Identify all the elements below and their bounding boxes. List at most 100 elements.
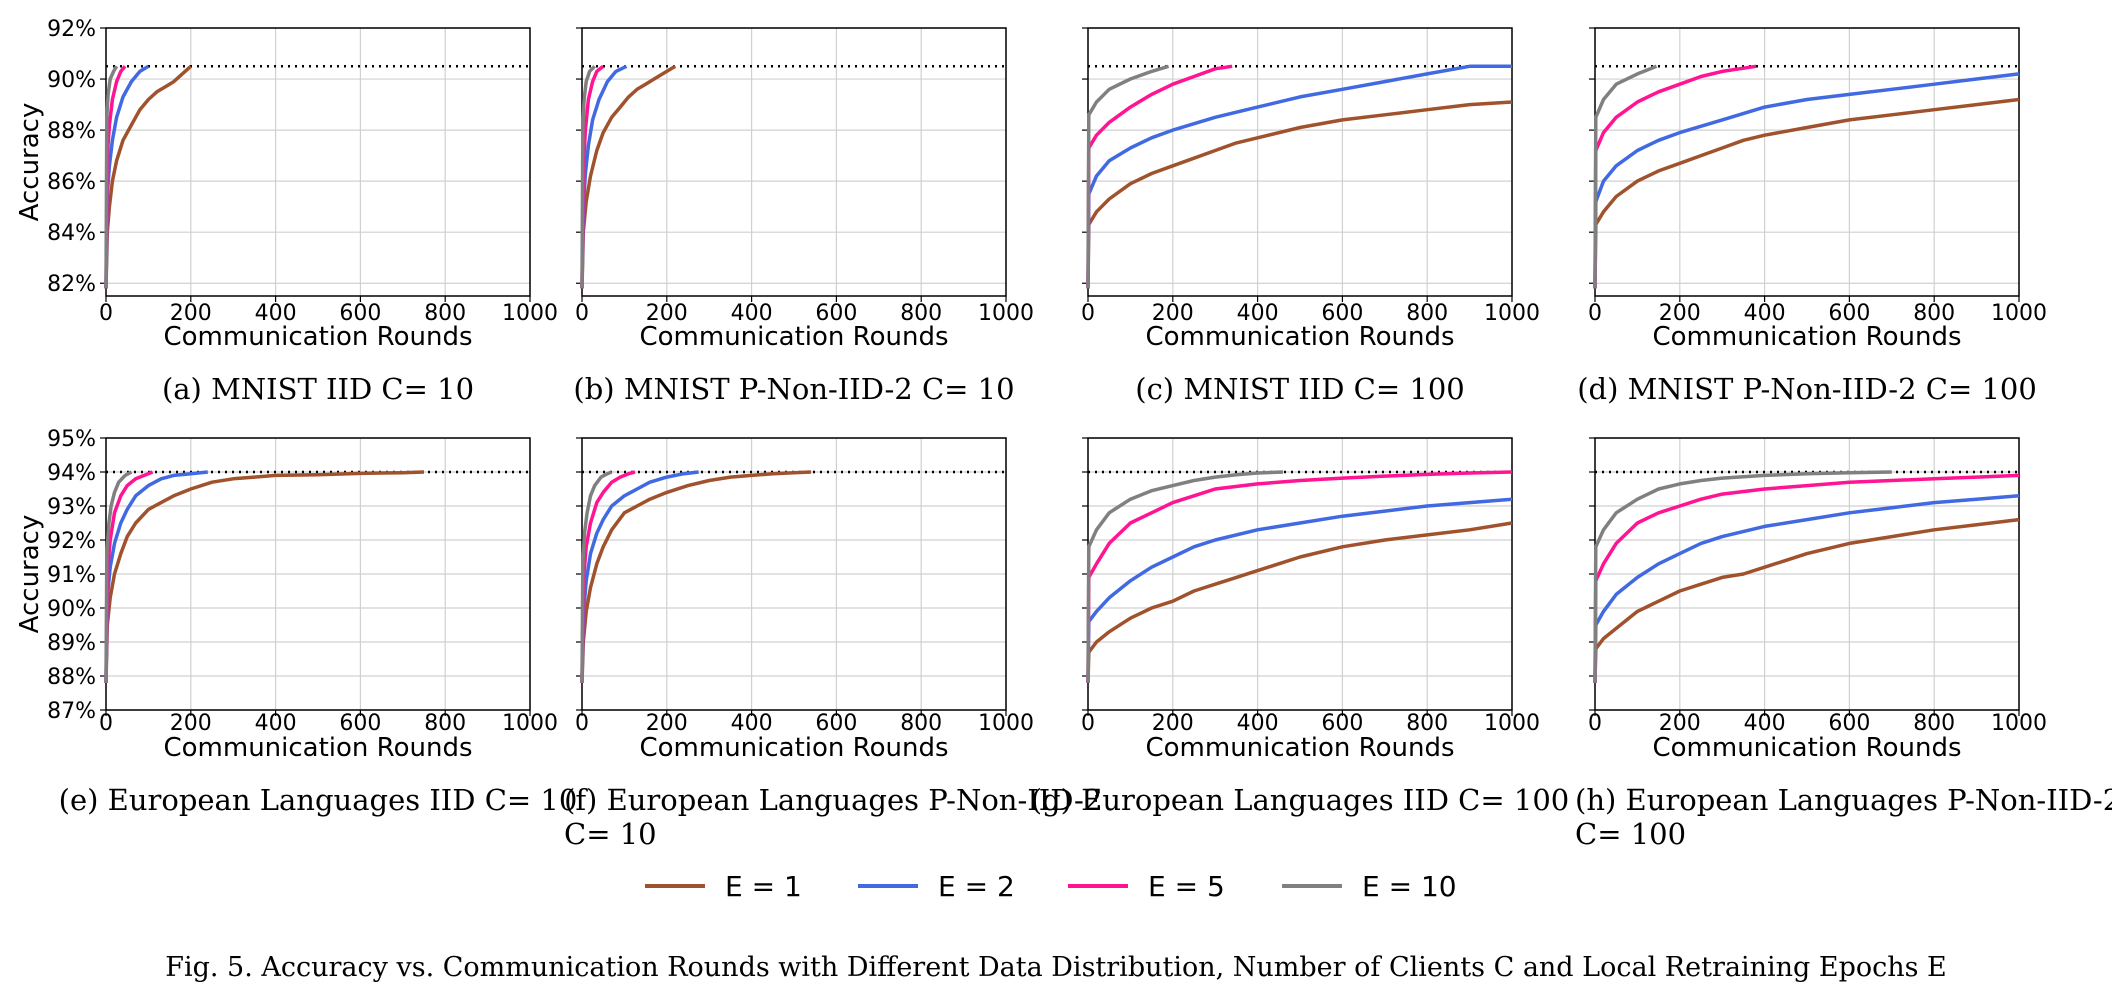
series-line-e1 [580,470,812,683]
x-tick-label: 600 [1321,301,1363,326]
series-line-e5 [580,470,636,683]
series-line-e10 [580,65,596,289]
series-line-e1 [1086,100,1513,289]
subplot-h: 0 200 400 600 800 1000 Communication Rounds (h)… [1575,437,2112,851]
x-tick-label: 0 [99,301,113,326]
subplot-c: 0 200 400 600 800 1000 Communication Rounds (c)… [1081,27,1540,406]
subplot-d: 0 200 400 600 800 1000 Communication Rounds (d)… [1577,27,2047,406]
x-tick-label: 200 [170,301,212,326]
y-tick-label: 89% [47,631,96,656]
axes-frame [581,27,1007,297]
series-line-e2 [1593,72,2020,289]
legend: E = 1 E = 2 E = 5 E = 10 [645,870,1457,903]
x-tick-label: 200 [1659,711,1701,736]
subplot-g: 0 200 400 600 800 1000 Communication Rounds (g)… [1031,437,1570,817]
x-tick-label: 800 [424,301,466,326]
x-axis-label: Communication Rounds [1652,733,1961,763]
series-line-e1 [580,64,677,289]
subplot-a: 0 200 400 600 800 1000 82% 84% 86% 88% 90% 92% Commu… [15,17,558,406]
figure-caption: Fig. 5. Accuracy vs. Communication Round… [165,952,1947,983]
legend-label: E = 2 [938,870,1015,903]
series-line-e1 [1086,521,1513,683]
x-tick-label: 800 [900,301,942,326]
x-tick-label: 800 [1913,301,1955,326]
x-tick-label: 600 [339,301,381,326]
series-line-e5 [1593,64,1757,289]
y-tick-label: 88% [47,119,96,144]
subplot-caption: (g) European Languages IID C= 100 [1031,783,1570,817]
subplot-caption: (e) European Languages IID C= 10 [59,783,578,817]
x-tick-label: 1000 [502,301,558,326]
y-tick-label: 94% [47,461,96,486]
series-line-e1 [1593,97,2020,289]
subplot-e: 0 200 400 600 800 1000 87% 88% 89% 90% 91% 92% 93% 94… [15,427,577,817]
subplot-b: 0 200 400 600 800 1000 Communication Rounds (b)… [573,27,1034,406]
subplot-caption-line2: C= 10 [564,817,657,851]
subplot-caption-line2: C= 100 [1575,817,1686,851]
y-tick-label: 84% [47,221,96,246]
series-line-e2 [1086,64,1512,289]
y-axis-label: Accuracy [15,103,45,222]
x-tick-label: 600 [1828,301,1870,326]
legend-label: E = 5 [1148,870,1225,903]
x-tick-label: 600 [1321,711,1363,736]
x-tick-label: 600 [339,711,381,736]
series-line-e10 [104,470,133,683]
subplot-f: 0 200 400 600 800 1000 Communication Rounds (f)… [564,437,1102,851]
y-tick-label: 88% [47,665,96,690]
x-tick-label: 800 [900,711,942,736]
x-tick-label: 400 [1744,301,1786,326]
x-tick-label: 800 [424,711,466,736]
y-tick-label: 86% [47,170,96,195]
series-line-e10 [104,65,119,289]
x-tick-label: 0 [1588,301,1602,326]
x-tick-label: 600 [1828,711,1870,736]
y-tick-label: 92% [47,529,96,554]
x-axis-label: Communication Rounds [1145,733,1454,763]
series-line-e1 [104,64,192,289]
series-line-e10 [1086,470,1284,683]
x-tick-label: 200 [646,301,688,326]
x-tick-label: 400 [731,301,773,326]
x-tick-label: 1000 [1484,711,1540,736]
subplot-caption: (h) European Languages P-Non-IID-2 [1575,783,2112,817]
x-tick-label: 0 [1081,711,1095,736]
x-tick-label: 200 [1659,301,1701,326]
y-tick-label: 92% [47,17,96,42]
x-tick-label: 600 [815,711,857,736]
subplot-caption: (d) MNIST P-Non-IID-2 C= 100 [1577,372,2037,406]
x-tick-label: 0 [1081,301,1095,326]
subplot-caption: (a) MNIST IID C= 10 [162,372,474,406]
x-axis-label: Communication Rounds [1652,322,1961,352]
x-tick-label: 200 [646,711,688,736]
x-tick-label: 0 [575,301,589,326]
subplot-caption: (f) European Languages P-Non-IID-2 [564,783,1102,817]
legend-label: E = 10 [1362,870,1457,903]
x-tick-label: 400 [1744,711,1786,736]
axes-frame [1594,27,2020,297]
x-tick-label: 0 [575,711,589,736]
series-line-e10 [1593,470,1892,683]
series-line-e2 [1086,497,1513,683]
x-tick-label: 1000 [502,711,558,736]
x-axis-label: Communication Rounds [639,322,948,352]
series-line-e2 [104,470,208,683]
y-tick-label: 90% [47,597,96,622]
series-line-e1 [1593,517,2020,683]
x-tick-label: 400 [731,711,773,736]
x-tick-label: 200 [1152,301,1194,326]
x-axis-label: Communication Rounds [639,733,948,763]
x-tick-label: 400 [1237,711,1279,736]
y-tick-label: 90% [47,68,96,93]
x-tick-label: 400 [255,301,297,326]
series-line-e2 [1593,494,2020,683]
subplot-caption: (b) MNIST P-Non-IID-2 C= 10 [573,372,1014,406]
x-tick-label: 400 [255,711,297,736]
y-tick-label: 82% [47,272,96,297]
y-tick-label: 93% [47,495,96,520]
y-tick-label: 87% [47,699,96,724]
axes-frame [1087,27,1513,297]
legend-label: E = 1 [725,870,802,903]
subplot-caption: (c) MNIST IID C= 100 [1135,372,1464,406]
x-tick-label: 1000 [1991,301,2047,326]
